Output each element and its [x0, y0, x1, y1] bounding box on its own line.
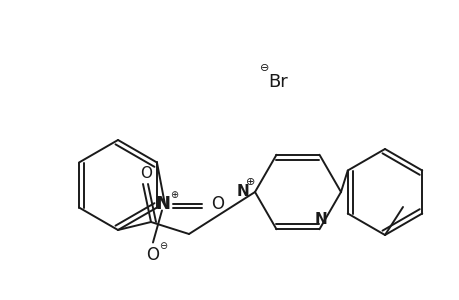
Text: ⊖: ⊖	[260, 63, 269, 73]
Text: ⊕: ⊕	[246, 177, 255, 187]
Text: N: N	[236, 184, 249, 200]
Text: N: N	[155, 196, 170, 214]
Text: O: O	[211, 196, 224, 214]
Text: O: O	[146, 245, 159, 263]
Text: Br: Br	[268, 73, 287, 91]
Text: ⊕: ⊕	[169, 190, 178, 200]
Text: N: N	[314, 212, 327, 227]
Text: O: O	[140, 167, 151, 182]
Text: ⊖: ⊖	[158, 242, 167, 251]
